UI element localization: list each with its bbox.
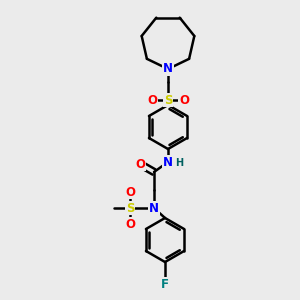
Text: O: O (125, 218, 135, 230)
Text: F: F (161, 278, 169, 290)
Text: S: S (164, 94, 172, 106)
Text: N: N (149, 202, 159, 214)
Text: O: O (147, 94, 157, 106)
Text: N: N (163, 155, 173, 169)
Text: N: N (163, 62, 173, 76)
Text: O: O (125, 185, 135, 199)
Text: S: S (126, 202, 134, 214)
Text: H: H (175, 158, 183, 168)
Text: O: O (135, 158, 145, 170)
Text: O: O (179, 94, 189, 106)
